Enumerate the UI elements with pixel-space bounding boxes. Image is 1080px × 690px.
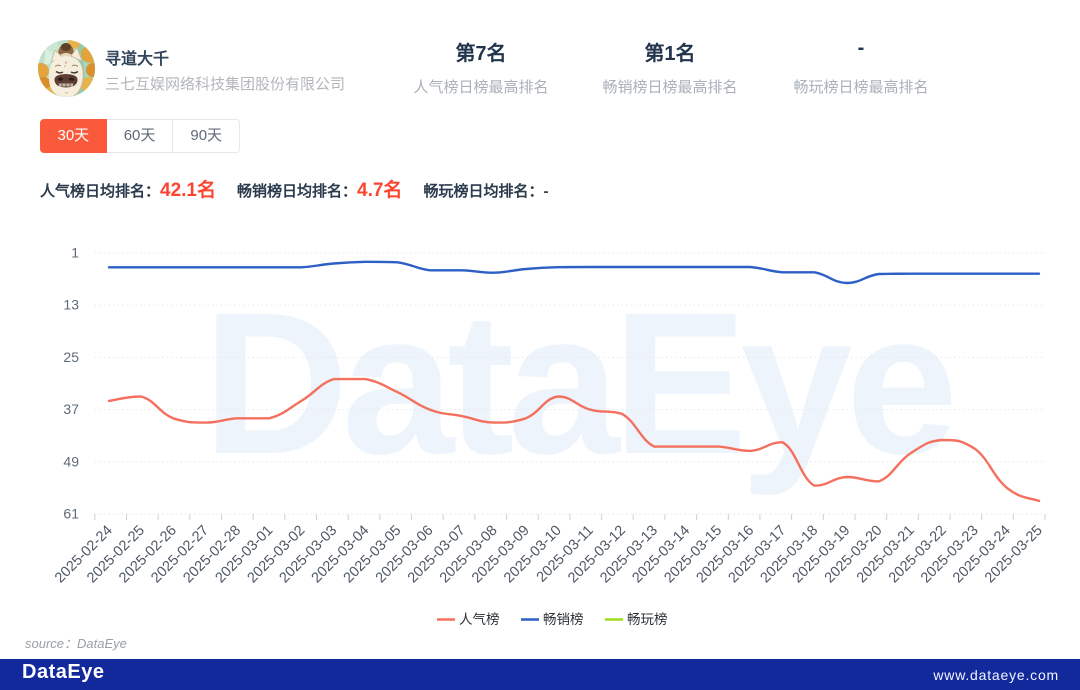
svg-text:49: 49 — [63, 453, 79, 469]
svg-text:37: 37 — [63, 401, 79, 417]
svg-text:25: 25 — [63, 349, 79, 365]
svg-text:1: 1 — [71, 245, 79, 261]
svg-text:畅玩榜: 畅玩榜 — [627, 611, 668, 627]
svg-text:13: 13 — [63, 297, 79, 313]
svg-text:畅销榜: 畅销榜 — [543, 611, 584, 627]
svg-text:DataEye: DataEye — [203, 270, 952, 496]
svg-text:61: 61 — [63, 506, 79, 522]
svg-text:人气榜: 人气榜 — [459, 611, 500, 627]
